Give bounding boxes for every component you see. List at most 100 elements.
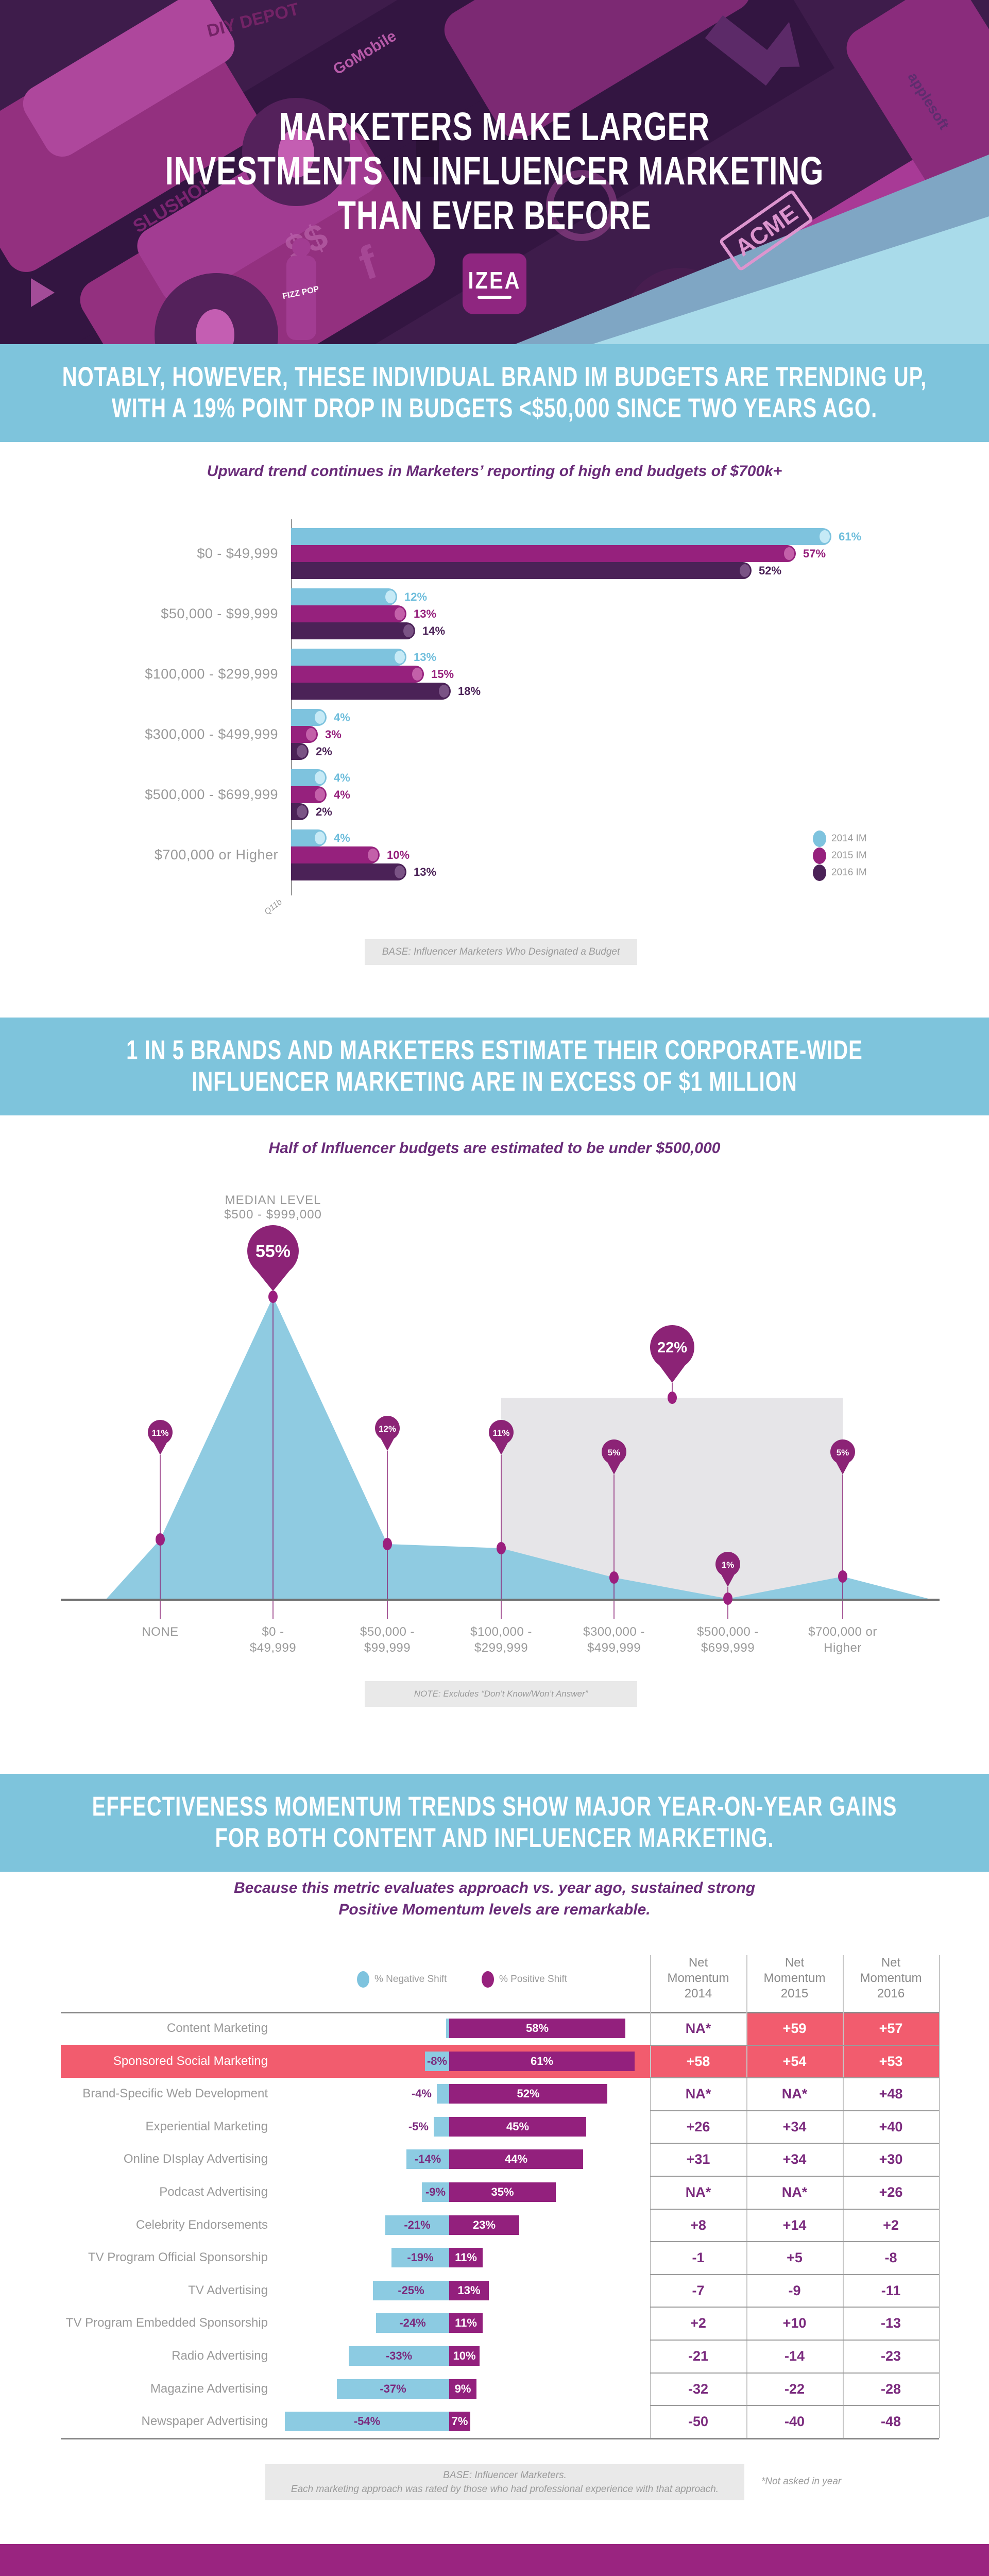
net-2016: +26 bbox=[879, 2184, 903, 2200]
neg-value: -19% bbox=[407, 2251, 434, 2264]
pos-bar bbox=[449, 2149, 583, 2169]
pos-bar bbox=[449, 2215, 519, 2235]
person-silhouette bbox=[416, 114, 439, 177]
row-divider bbox=[650, 2405, 939, 2406]
net-2016: -23 bbox=[880, 2348, 901, 2364]
row-label: Sponsored Social Marketing bbox=[113, 2054, 268, 2068]
net-2015: +59 bbox=[782, 2021, 807, 2036]
net-2016: +57 bbox=[879, 2021, 903, 2036]
area-cat-line: Higher bbox=[824, 1641, 862, 1655]
pins bbox=[148, 1225, 855, 1587]
neg-value: -5% bbox=[408, 2120, 429, 2133]
chart1-value: 10% bbox=[387, 849, 410, 861]
pos-value: 44% bbox=[504, 2153, 528, 2165]
bar-cap bbox=[315, 711, 325, 724]
pin-value: 55% bbox=[255, 1242, 291, 1261]
area-category: $700,000 or Higher bbox=[786, 1624, 899, 1656]
pos-value: 52% bbox=[517, 2087, 540, 2100]
net-2015: +10 bbox=[782, 2315, 807, 2331]
neg-value: -37% bbox=[380, 2382, 406, 2395]
bar-cap bbox=[297, 805, 307, 818]
area-cat-line: $50,000 - bbox=[360, 1625, 415, 1639]
header-illustration: f $$ DIY DEPOT GoMobile SLUSHO! FIZZ POP… bbox=[0, 0, 989, 344]
neg-value: -21% bbox=[404, 2218, 431, 2231]
bar-cap bbox=[368, 849, 378, 861]
col-header-line: Net bbox=[785, 1956, 805, 1970]
neg-bar bbox=[437, 2084, 449, 2104]
chart1-value: 61% bbox=[839, 530, 862, 543]
legend-label-2016: 2016 IM bbox=[831, 867, 867, 878]
chart1-bar-2016 bbox=[291, 803, 309, 820]
net-2015: -22 bbox=[784, 2381, 805, 2397]
pos-value: 45% bbox=[506, 2120, 530, 2133]
net-2015: NA* bbox=[781, 2184, 808, 2200]
pos-bar bbox=[449, 2379, 476, 2399]
row-label: Radio Advertising bbox=[172, 2349, 268, 2363]
pin-value: 12% bbox=[379, 1424, 396, 1434]
chart1-value: 4% bbox=[334, 832, 350, 844]
base-note-line2: Each marketing approach was rated by tho… bbox=[291, 2484, 719, 2495]
net-2016: -13 bbox=[880, 2315, 901, 2331]
pos-value: 35% bbox=[491, 2185, 514, 2198]
area-category: $500,000 - $699,999 bbox=[671, 1624, 785, 1656]
pos-bar bbox=[449, 2052, 635, 2071]
chart1-value: 4% bbox=[334, 771, 350, 784]
chart1-base-note: BASE: Influencer Marketers Who Designate… bbox=[365, 939, 637, 965]
col-header-line: Net bbox=[881, 1956, 901, 1970]
row-divider bbox=[650, 2340, 939, 2341]
net-2016: +2 bbox=[883, 2217, 899, 2233]
neg-value: -54% bbox=[353, 2415, 381, 2428]
net-2014: NA* bbox=[685, 2086, 711, 2102]
row-divider bbox=[650, 2077, 939, 2078]
bar-cap bbox=[315, 771, 325, 784]
wheel-hub bbox=[278, 129, 314, 178]
banner-momentum-trends: EFFECTIVENESS MOMENTUM TRENDS SHOW MAJOR… bbox=[0, 1774, 989, 1872]
chart1-bar-2015 bbox=[291, 786, 327, 803]
net-2014: -50 bbox=[688, 2414, 709, 2429]
chart1-bar-2015 bbox=[291, 666, 424, 683]
neg-value: -25% bbox=[398, 2284, 424, 2297]
col-divider bbox=[939, 1955, 940, 2438]
subtitle-upward-trend: Upward trend continues in Marketers’ rep… bbox=[207, 463, 782, 480]
net-2015: +14 bbox=[782, 2217, 807, 2233]
median-line2: $500 - $999,000 bbox=[224, 1208, 322, 1222]
net-2015: +54 bbox=[782, 2054, 807, 2069]
chart1-value: 52% bbox=[759, 564, 782, 577]
col-divider bbox=[843, 1955, 844, 2438]
net-2014: -32 bbox=[688, 2381, 709, 2397]
pos-value: 7% bbox=[451, 2415, 468, 2428]
pos-bar bbox=[449, 2084, 607, 2104]
area-category: $300,000 - $499,999 bbox=[557, 1624, 671, 1656]
pos-bar bbox=[449, 2019, 625, 2038]
row-label: Experiential Marketing bbox=[145, 2120, 268, 2133]
neg-bar bbox=[376, 2313, 449, 2333]
scene-brand-label: DIY DEPOT bbox=[204, 0, 301, 41]
col-header-line: 2016 bbox=[877, 1987, 905, 2001]
neg-bar bbox=[434, 2117, 449, 2137]
chart1-bar-2014 bbox=[291, 528, 831, 545]
izea-logo: IZEA bbox=[463, 253, 526, 314]
chart1-axis bbox=[291, 519, 292, 895]
neg-bar bbox=[406, 2149, 449, 2169]
banner3-line1: EFFECTIVENESS MOMENTUM TRENDS SHOW MAJOR… bbox=[92, 1791, 897, 1822]
play-icon bbox=[31, 278, 55, 307]
neg-bar bbox=[349, 2346, 449, 2366]
chart1-bar-2014 bbox=[291, 588, 397, 605]
chart1-value: 3% bbox=[325, 728, 342, 741]
chart1-value: 13% bbox=[414, 607, 437, 620]
bar-cap bbox=[784, 547, 794, 560]
pos-value: 61% bbox=[530, 2055, 554, 2067]
bar-cap bbox=[315, 832, 325, 844]
neg-value: -8% bbox=[427, 2055, 448, 2067]
area-cat-line: $500,000 - bbox=[697, 1625, 759, 1639]
bar-cap bbox=[412, 668, 422, 681]
net-2014: +2 bbox=[690, 2315, 706, 2331]
neg-bar bbox=[446, 2019, 449, 2038]
neg-value: -9% bbox=[425, 2185, 446, 2198]
legend-dot-2016 bbox=[813, 865, 826, 881]
col-header-line: Momentum bbox=[860, 1971, 922, 1985]
pin-value: 5% bbox=[608, 1448, 621, 1458]
page-title-line1: MARKETERS MAKE LARGER bbox=[279, 105, 710, 149]
area-cat-line: $299,999 bbox=[474, 1641, 528, 1655]
izea-logo-text: IZEA bbox=[468, 267, 521, 294]
